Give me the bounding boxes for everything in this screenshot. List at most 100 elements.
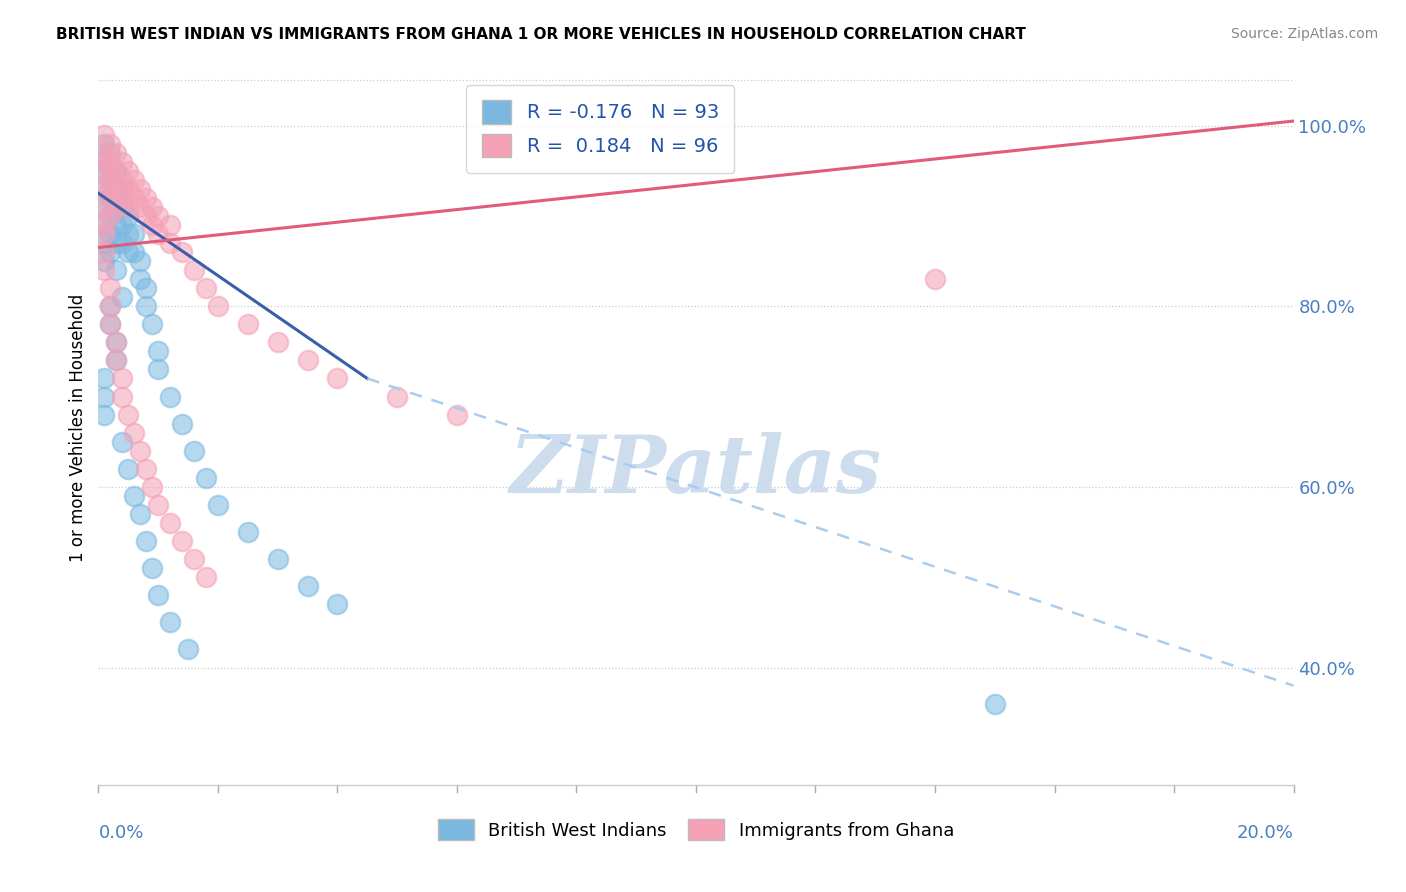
- Point: [446, 408, 468, 422]
- Point: [129, 182, 152, 196]
- Point: [124, 227, 146, 241]
- Text: Source: ZipAtlas.com: Source: ZipAtlas.com: [1230, 27, 1378, 41]
- Point: [93, 390, 115, 404]
- Point: [111, 218, 134, 232]
- Point: [124, 245, 146, 260]
- Point: [159, 390, 181, 404]
- Point: [129, 272, 152, 286]
- Point: [111, 390, 134, 404]
- Point: [93, 163, 115, 178]
- Point: [111, 200, 134, 214]
- Point: [105, 200, 128, 214]
- Point: [124, 191, 146, 205]
- Point: [267, 335, 290, 350]
- Point: [93, 235, 115, 250]
- Point: [195, 281, 218, 295]
- Point: [172, 417, 194, 431]
- Point: [105, 182, 128, 196]
- Point: [129, 200, 152, 214]
- Point: [129, 443, 152, 458]
- Point: [111, 235, 134, 250]
- Point: [124, 173, 146, 187]
- Point: [141, 200, 163, 214]
- Point: [141, 218, 163, 232]
- Point: [267, 552, 290, 566]
- Text: BRITISH WEST INDIAN VS IMMIGRANTS FROM GHANA 1 OR MORE VEHICLES IN HOUSEHOLD COR: BRITISH WEST INDIAN VS IMMIGRANTS FROM G…: [56, 27, 1026, 42]
- Point: [129, 507, 152, 521]
- Point: [93, 263, 115, 277]
- Point: [111, 173, 134, 187]
- Point: [141, 480, 163, 494]
- Point: [148, 209, 170, 223]
- Point: [148, 362, 170, 376]
- Point: [117, 408, 139, 422]
- Point: [984, 697, 1007, 711]
- Point: [141, 318, 163, 332]
- Point: [117, 462, 139, 476]
- Point: [105, 163, 128, 178]
- Point: [236, 524, 259, 539]
- Point: [93, 128, 115, 142]
- Point: [105, 145, 128, 160]
- Point: [385, 390, 409, 404]
- Point: [111, 290, 134, 304]
- Point: [98, 182, 122, 196]
- Point: [111, 191, 134, 205]
- Point: [105, 200, 128, 214]
- Y-axis label: 1 or more Vehicles in Household: 1 or more Vehicles in Household: [69, 294, 87, 562]
- Point: [93, 371, 115, 385]
- Point: [111, 371, 134, 385]
- Point: [326, 597, 349, 611]
- Point: [98, 173, 122, 187]
- Point: [177, 642, 200, 657]
- Point: [159, 615, 181, 630]
- Point: [135, 462, 157, 476]
- Point: [98, 281, 122, 295]
- Point: [93, 154, 115, 169]
- Point: [98, 318, 122, 332]
- Point: [93, 182, 115, 196]
- Point: [93, 136, 115, 151]
- Point: [207, 498, 229, 512]
- Point: [124, 489, 146, 503]
- Point: [141, 561, 163, 575]
- Point: [148, 588, 170, 602]
- Point: [148, 227, 170, 241]
- Point: [172, 534, 194, 549]
- Point: [98, 145, 122, 160]
- Point: [93, 254, 115, 268]
- Point: [195, 471, 218, 485]
- Point: [297, 579, 319, 593]
- Point: [236, 318, 259, 332]
- Point: [98, 191, 122, 205]
- Point: [117, 245, 139, 260]
- Point: [111, 434, 134, 449]
- Point: [93, 200, 115, 214]
- Point: [159, 235, 181, 250]
- Point: [98, 299, 122, 313]
- Point: [98, 245, 122, 260]
- Point: [148, 344, 170, 359]
- Point: [93, 163, 115, 178]
- Point: [207, 299, 229, 313]
- Point: [111, 182, 134, 196]
- Point: [105, 263, 128, 277]
- Point: [93, 408, 115, 422]
- Point: [183, 443, 205, 458]
- Point: [111, 154, 134, 169]
- Point: [135, 191, 157, 205]
- Point: [93, 218, 115, 232]
- Point: [105, 218, 128, 232]
- Point: [117, 209, 139, 223]
- Point: [117, 227, 139, 241]
- Point: [135, 209, 157, 223]
- Point: [135, 281, 157, 295]
- Point: [98, 318, 122, 332]
- Point: [297, 353, 319, 368]
- Point: [183, 552, 205, 566]
- Point: [172, 245, 194, 260]
- Point: [183, 263, 205, 277]
- Point: [129, 254, 152, 268]
- Point: [105, 353, 128, 368]
- Point: [135, 534, 157, 549]
